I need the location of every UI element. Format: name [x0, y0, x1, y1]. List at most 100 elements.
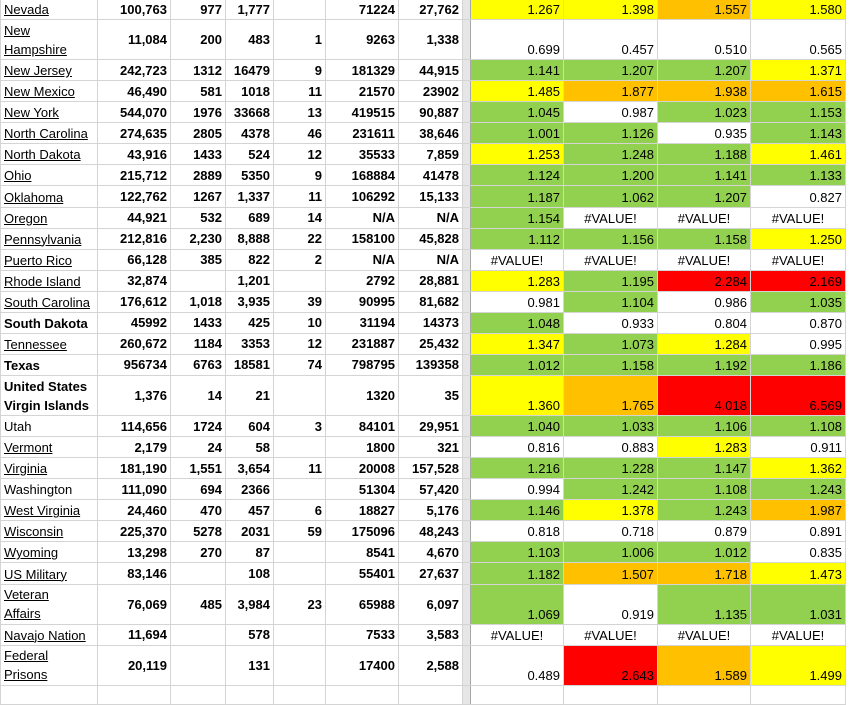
count-cell: 544,070 [97, 101, 171, 124]
name-link[interactable]: New York [4, 105, 59, 121]
name-link[interactable]: New Mexico [4, 84, 75, 100]
ratio-cell: #VALUE! [657, 206, 751, 229]
count-cell: 581 [170, 80, 226, 103]
count-cell [273, 375, 326, 416]
count-cell: 35533 [325, 143, 399, 166]
count-cell: 23902 [398, 80, 463, 103]
sheet-row: United States Virgin Islands 1,376 14 21 132… [0, 375, 846, 416]
ratio-cell: 1.186 [750, 353, 846, 377]
name-link[interactable]: Veteran Affairs [4, 587, 49, 621]
count-cell: 45992 [97, 311, 171, 334]
name-link[interactable]: Navajo Nation [4, 627, 86, 643]
name-cell: Navajo Nation [0, 623, 98, 646]
name-cell: Washington [0, 478, 98, 501]
count-cell: 2,230 [170, 227, 226, 250]
name-link[interactable]: Vermont [4, 440, 53, 456]
count-cell: 483 [225, 19, 274, 61]
name-link[interactable]: Oregon [4, 210, 48, 226]
ratio-cell: 0.489 [470, 644, 564, 686]
ratio-cell: #VALUE! [657, 248, 751, 271]
name-cell: Vermont [0, 436, 98, 459]
count-cell: 81,682 [398, 290, 463, 313]
ratio-cell: 1.069 [470, 583, 564, 625]
name-link[interactable]: Wisconsin [4, 524, 64, 540]
name-link[interactable]: Pennsylvania [4, 231, 82, 247]
count-cell: 57,420 [398, 478, 463, 501]
sheet-row: Wyoming 13,298 270 87 8541 4,670 1.103 1.006 1.0… [0, 541, 846, 564]
name-link[interactable]: Virginia [4, 461, 48, 477]
count-cell: 181,190 [97, 457, 171, 480]
name-link[interactable]: Tennessee [4, 336, 67, 352]
name-link[interactable]: US Military [4, 566, 67, 582]
name-link[interactable]: Federal Prisons [4, 648, 49, 683]
ratio-cell: 2.284 [657, 269, 751, 292]
pane-split [462, 0, 471, 21]
name-link[interactable]: New Jersey [4, 63, 72, 79]
count-cell: 457 [225, 499, 274, 522]
ratio-cell: 0.879 [657, 520, 751, 543]
ratio-cell: 1.012 [470, 353, 564, 377]
pane-split [462, 457, 471, 480]
count-cell: N/A [398, 248, 463, 271]
ratio-cell: 1.158 [657, 227, 751, 250]
ratio-cell: 1.362 [750, 457, 846, 480]
ratio-cell: 1.188 [657, 143, 751, 166]
ratio-cell: 1.147 [657, 457, 751, 480]
ratio-cell: 1.207 [563, 59, 658, 82]
name-link[interactable]: New Hampshire [4, 22, 67, 57]
count-cell: 32,874 [97, 269, 171, 292]
name-link[interactable]: South Carolina [4, 294, 90, 310]
count-cell: 231887 [325, 332, 399, 355]
ratio-cell: 1.615 [750, 80, 846, 103]
name-link[interactable]: Rhode Island [4, 273, 81, 289]
sheet-row: Veteran Affairs 76,069 485 3,984 23 65988 6,09… [0, 583, 846, 625]
count-cell: 139358 [398, 353, 463, 377]
count-cell: 84101 [325, 414, 399, 438]
name-link[interactable]: North Carolina [4, 126, 88, 142]
ratio-cell: 2.169 [750, 269, 846, 292]
count-cell: 2 [273, 248, 326, 271]
count-cell: 604 [225, 414, 274, 438]
count-cell: 111,090 [97, 478, 171, 501]
count-cell: 260,672 [97, 332, 171, 355]
pane-split [462, 59, 471, 82]
pane-split [462, 227, 471, 250]
ratio-cell: 1.877 [563, 80, 658, 103]
ratio-cell: 1.156 [563, 227, 658, 250]
count-cell: 242,723 [97, 59, 171, 82]
name-link[interactable]: Puerto Rico [4, 252, 72, 268]
name-link[interactable]: Ohio [4, 168, 32, 184]
pane-split [462, 375, 471, 416]
count-cell: 956734 [97, 353, 171, 377]
name-link[interactable]: West Virginia [4, 503, 81, 519]
count-cell: 114,656 [97, 414, 171, 438]
ratio-cell: 1.589 [657, 644, 751, 686]
ratio-cell: 1.242 [563, 478, 658, 501]
ratio-cell: 1.195 [563, 269, 658, 292]
ratio-cell: #VALUE! [563, 623, 658, 646]
ratio-cell: 0.919 [563, 583, 658, 625]
ratio-cell: 1.243 [657, 499, 751, 522]
count-cell: 2,588 [398, 644, 463, 686]
ratio-cell: 1.200 [563, 164, 658, 187]
name-link[interactable]: Wyoming [4, 545, 59, 561]
ratio-cell: 1.001 [470, 122, 564, 145]
count-cell: 33668 [225, 101, 274, 124]
name-link[interactable]: Nevada [4, 2, 49, 18]
ratio-cell: #VALUE! [657, 623, 751, 646]
empty-cell [170, 684, 226, 705]
count-cell: 225,370 [97, 520, 171, 543]
count-cell: 45,828 [398, 227, 463, 250]
pane-split [462, 122, 471, 145]
count-cell: 90995 [325, 290, 399, 313]
count-cell: 17400 [325, 644, 399, 686]
count-cell: 1800 [325, 436, 399, 459]
ratio-cell: 1.371 [750, 59, 846, 82]
pane-split [462, 206, 471, 229]
count-cell: 6 [273, 499, 326, 522]
count-cell: 1433 [170, 311, 226, 334]
ratio-cell: 1.347 [470, 332, 564, 355]
name-link[interactable]: North Dakota [4, 147, 81, 163]
count-cell: 1,337 [225, 185, 274, 208]
name-link[interactable]: Oklahoma [4, 189, 64, 205]
